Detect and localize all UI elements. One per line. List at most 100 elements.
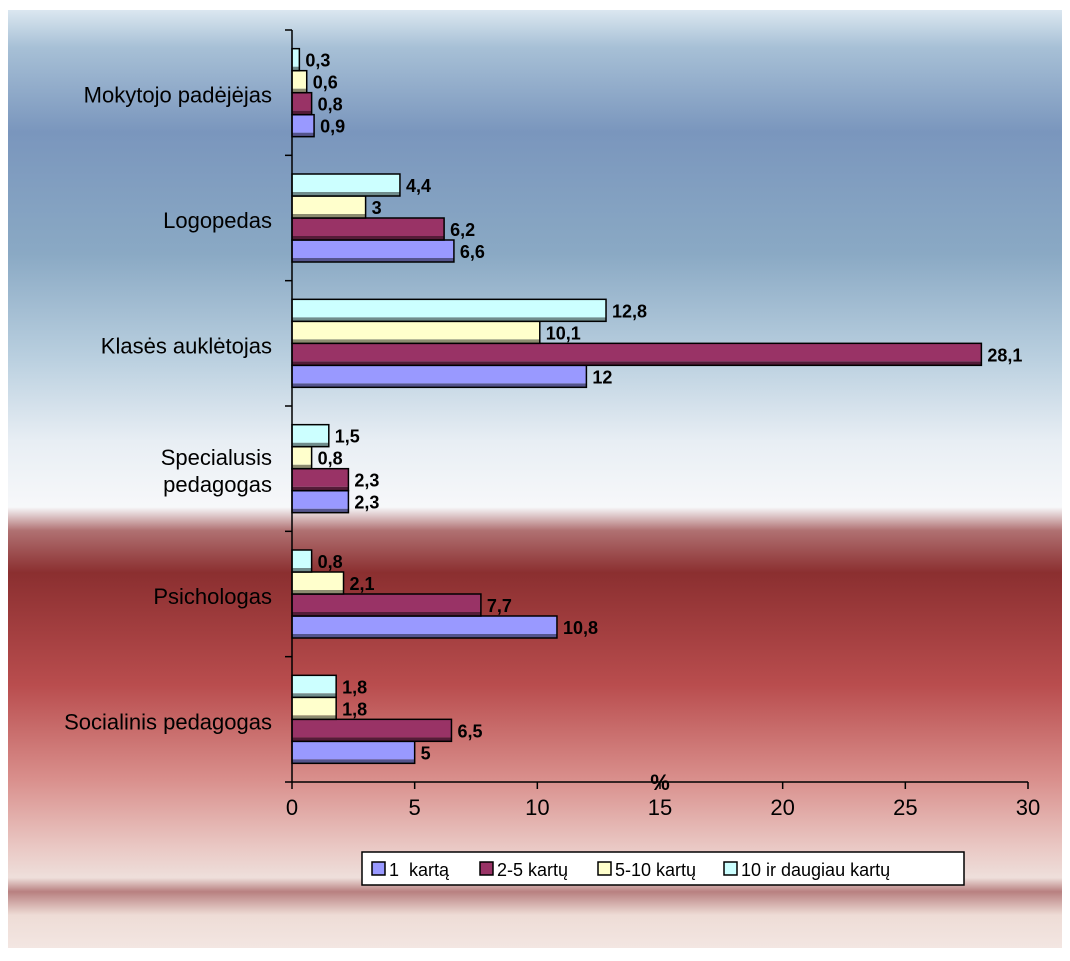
bar bbox=[292, 240, 454, 258]
bar bbox=[292, 424, 329, 443]
data-label: 7,7 bbox=[487, 596, 512, 616]
data-label: 28,1 bbox=[987, 345, 1022, 365]
bar-shade bbox=[292, 442, 329, 447]
bar bbox=[292, 48, 300, 67]
data-label: 0,8 bbox=[318, 552, 343, 572]
labels-layer: 5 6,5 1,81,8 Socialinis pedagogas 10,8 7,7 2,1… bbox=[64, 51, 1022, 764]
bar bbox=[292, 719, 452, 738]
data-label: 12,8 bbox=[612, 301, 647, 321]
axes-layer: 0 5 10 15 20 25 30 bbox=[285, 29, 1040, 820]
legend-label: 2-5 kartų bbox=[497, 860, 568, 880]
legend-swatch bbox=[371, 861, 386, 876]
data-label: 0,6 bbox=[313, 73, 338, 93]
data-label: 1,5 bbox=[335, 427, 360, 447]
data-label: 5 bbox=[421, 743, 431, 763]
x-tick-label: 20 bbox=[770, 795, 794, 820]
bar bbox=[292, 299, 607, 318]
category-label: Klasės auklėtojas bbox=[101, 333, 272, 358]
bars-layer bbox=[291, 47, 983, 765]
bar bbox=[292, 321, 540, 340]
bar-shade bbox=[292, 464, 312, 469]
category-label: pedagogas bbox=[163, 472, 272, 497]
x-tick-label: 30 bbox=[1016, 795, 1040, 820]
legend-swatch bbox=[597, 861, 612, 876]
data-label: 1,8 bbox=[342, 677, 367, 697]
bar bbox=[292, 196, 366, 214]
bar-shade bbox=[292, 568, 312, 572]
x-tick-label: 0 bbox=[286, 795, 298, 820]
category-label: Mokytojo padėjėjas bbox=[84, 83, 272, 108]
data-label: 1,8 bbox=[342, 699, 367, 719]
bar bbox=[292, 70, 307, 89]
bar-shade bbox=[292, 317, 607, 322]
legend-box bbox=[361, 851, 965, 886]
bar bbox=[292, 594, 481, 612]
data-label: 6,2 bbox=[450, 220, 475, 240]
category-label: Logopedas bbox=[163, 208, 272, 233]
category-label: Socialinis pedagogas bbox=[64, 709, 272, 734]
bar-shade bbox=[292, 486, 349, 491]
category-label: Specialusis bbox=[161, 445, 272, 470]
bar-shade bbox=[292, 132, 315, 137]
legend-swatch bbox=[723, 861, 738, 876]
bar-shade bbox=[292, 693, 337, 698]
bar-shade bbox=[292, 508, 349, 513]
data-label: 0,8 bbox=[318, 95, 343, 115]
legend-label: 10 ir daugiau kartų bbox=[741, 860, 890, 880]
bar bbox=[292, 343, 982, 362]
legend: 1 kartą 2-5 kartų 5-10 kartų 10 ir daugiau … bbox=[361, 851, 965, 886]
data-label: 0,3 bbox=[305, 51, 330, 71]
bar-shade bbox=[292, 590, 344, 594]
data-label: 4,4 bbox=[406, 176, 431, 196]
bar-shade bbox=[292, 383, 587, 388]
bar bbox=[292, 550, 312, 568]
bar bbox=[292, 365, 587, 384]
bar-shade bbox=[292, 759, 415, 764]
bar-shade bbox=[292, 612, 481, 616]
bar-shade bbox=[292, 66, 300, 71]
bar bbox=[292, 741, 415, 760]
data-label: 2,1 bbox=[350, 574, 375, 594]
bar-shade bbox=[292, 634, 557, 638]
bar-shade bbox=[292, 236, 445, 240]
bar-shade bbox=[292, 110, 312, 115]
x-tick-label: 10 bbox=[525, 795, 549, 820]
legend-swatch bbox=[479, 861, 494, 876]
data-label: 2,3 bbox=[354, 471, 379, 491]
bar-shade bbox=[292, 192, 400, 196]
bar bbox=[292, 446, 312, 465]
bar bbox=[292, 572, 344, 590]
data-label: 10,8 bbox=[563, 618, 598, 638]
data-label: 0,8 bbox=[318, 449, 343, 469]
bar bbox=[292, 174, 400, 192]
bar-shade bbox=[292, 258, 454, 262]
bar-shade bbox=[292, 361, 982, 366]
bar-shade bbox=[292, 339, 540, 344]
data-label: 2,3 bbox=[354, 493, 379, 513]
category-label: Psichologas bbox=[153, 584, 272, 609]
x-tick-label: 5 bbox=[409, 795, 421, 820]
data-label: 6,5 bbox=[457, 721, 482, 741]
data-label: 6,6 bbox=[460, 242, 485, 262]
bar bbox=[292, 218, 445, 236]
data-label: 12 bbox=[592, 367, 612, 387]
bar-shade bbox=[292, 214, 366, 218]
x-tick-label: 25 bbox=[893, 795, 917, 820]
bar bbox=[292, 468, 349, 487]
x-tick-label: 15 bbox=[648, 795, 672, 820]
x-axis-title: % bbox=[650, 770, 670, 795]
legend-label: 1 kartą bbox=[389, 860, 450, 880]
bar bbox=[292, 114, 315, 133]
bar-shade bbox=[292, 715, 337, 720]
bar-shade bbox=[292, 737, 452, 742]
bar bbox=[292, 616, 557, 634]
legend-label: 5-10 kartų bbox=[615, 860, 696, 880]
bar-shade bbox=[292, 88, 307, 93]
bar bbox=[292, 697, 337, 716]
data-label: 10,1 bbox=[546, 323, 581, 343]
data-label: 0,9 bbox=[320, 117, 345, 137]
bar bbox=[292, 490, 349, 509]
data-label: 3 bbox=[372, 198, 382, 218]
